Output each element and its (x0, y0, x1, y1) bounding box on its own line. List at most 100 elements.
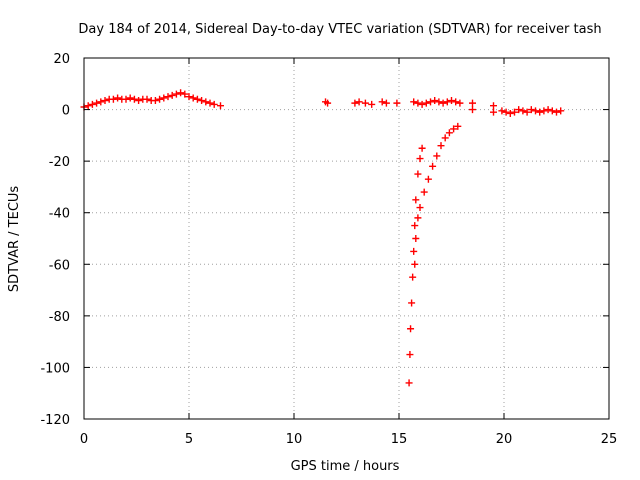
data-point-marker (217, 102, 224, 110)
data-point-marker (540, 107, 548, 115)
y-tick-label: 0 (62, 104, 70, 119)
y-tick-label: -120 (40, 413, 70, 428)
data-point-marker (414, 170, 422, 178)
data-point-marker (437, 142, 445, 150)
data-point-marker (445, 129, 453, 137)
data-point-marker (198, 97, 206, 105)
data-point-marker (435, 98, 443, 106)
data-point-marker (515, 106, 523, 114)
data-point-marker (393, 99, 401, 107)
data-point-marker (429, 162, 437, 170)
data-point-marker (160, 94, 168, 102)
data-point-marker (414, 214, 422, 222)
data-series (405, 144, 426, 387)
data-point-marker (424, 175, 432, 183)
data-point-marker (88, 100, 96, 108)
data-point-marker (411, 222, 419, 230)
x-tick-label: 15 (391, 432, 408, 447)
data-point-marker (441, 134, 449, 142)
data-series (469, 99, 497, 116)
data-point-marker (519, 107, 527, 115)
grid-lines (84, 58, 609, 419)
data-point-marker (411, 260, 419, 268)
data-point-marker (93, 99, 101, 107)
data-point-marker (544, 106, 552, 114)
data-point-marker (202, 98, 210, 106)
x-tick-label: 25 (601, 432, 618, 447)
data-point-marker (454, 122, 462, 130)
x-tick-label: 10 (286, 432, 303, 447)
data-point-marker (193, 95, 201, 103)
data-point-marker (553, 108, 560, 116)
data-point-marker (490, 102, 497, 110)
data-point-marker (172, 90, 180, 98)
data-point-marker (422, 99, 430, 107)
data-point-marker (502, 108, 510, 116)
data-point-marker (407, 325, 415, 333)
y-tick-label: -100 (40, 361, 70, 376)
data-point-marker (557, 107, 565, 115)
data-point-marker (412, 196, 420, 204)
data-point-marker (164, 93, 172, 101)
x-axis-tick-labels: 0 5 10 15 20 25 (80, 432, 617, 447)
data-series (322, 98, 401, 108)
data-point-marker (109, 95, 117, 103)
data-point-marker (506, 109, 514, 117)
data-point-marker (412, 235, 420, 242)
data-point-marker (361, 99, 369, 107)
data-point-marker (143, 95, 151, 103)
y-axis-label: SDTVAR / TECUs (7, 186, 22, 293)
data-point-marker (548, 107, 556, 115)
data-point-marker (156, 95, 164, 103)
data-point-marker (168, 91, 176, 99)
x-tick-label: 5 (185, 432, 193, 447)
x-axis-label: GPS time / hours (291, 459, 400, 474)
data-point-marker (185, 93, 193, 101)
chart-title: Day 184 of 2014, Sidereal Day-to-day VTE… (78, 22, 601, 37)
plot-frame (83, 57, 610, 420)
data-point-marker (420, 188, 428, 196)
data-point-marker (101, 97, 109, 105)
data-point-marker (406, 351, 414, 359)
y-tick-label: -80 (49, 310, 70, 325)
data-point-marker (122, 95, 130, 103)
data-point-marker (177, 89, 185, 97)
data-point-marker (130, 95, 138, 103)
data-series (410, 97, 464, 108)
data-series (80, 89, 224, 111)
y-tick-label: -40 (49, 207, 70, 222)
data-point-marker (443, 98, 451, 106)
data-point-marker (469, 99, 476, 107)
x-tick-label: 20 (496, 432, 513, 447)
data-point-marker (433, 152, 441, 160)
data-series (411, 122, 462, 268)
data-point-marker (469, 106, 476, 114)
x-tick-label: 0 (80, 432, 88, 447)
data-point-marker (210, 100, 218, 108)
data-point-marker (97, 98, 105, 106)
data-point-marker (135, 97, 143, 105)
data-point-marker (416, 204, 424, 212)
data-point-marker (527, 106, 535, 114)
data-point-marker (151, 97, 159, 105)
data-point-marker (450, 125, 458, 133)
data-point-marker (427, 98, 434, 106)
data-point-marker (532, 107, 539, 115)
data-point-marker (410, 247, 418, 255)
axis-ticks (83, 57, 610, 420)
data-series (498, 106, 565, 117)
data-point-marker (181, 90, 189, 98)
data-point-marker (378, 98, 386, 106)
data-point-marker (490, 108, 497, 116)
data-point-marker (431, 97, 439, 105)
data-point-marker (324, 99, 332, 107)
data-point-marker (416, 155, 424, 163)
data-point-marker (206, 99, 214, 107)
y-tick-label: 20 (53, 52, 70, 67)
y-tick-label: -60 (49, 258, 70, 273)
data-point-marker (456, 99, 464, 107)
y-axis-tick-labels: -120 -100 -80 -60 -40 -20 0 20 (40, 52, 70, 428)
data-point-marker (523, 108, 531, 116)
data-point-marker (418, 144, 426, 152)
